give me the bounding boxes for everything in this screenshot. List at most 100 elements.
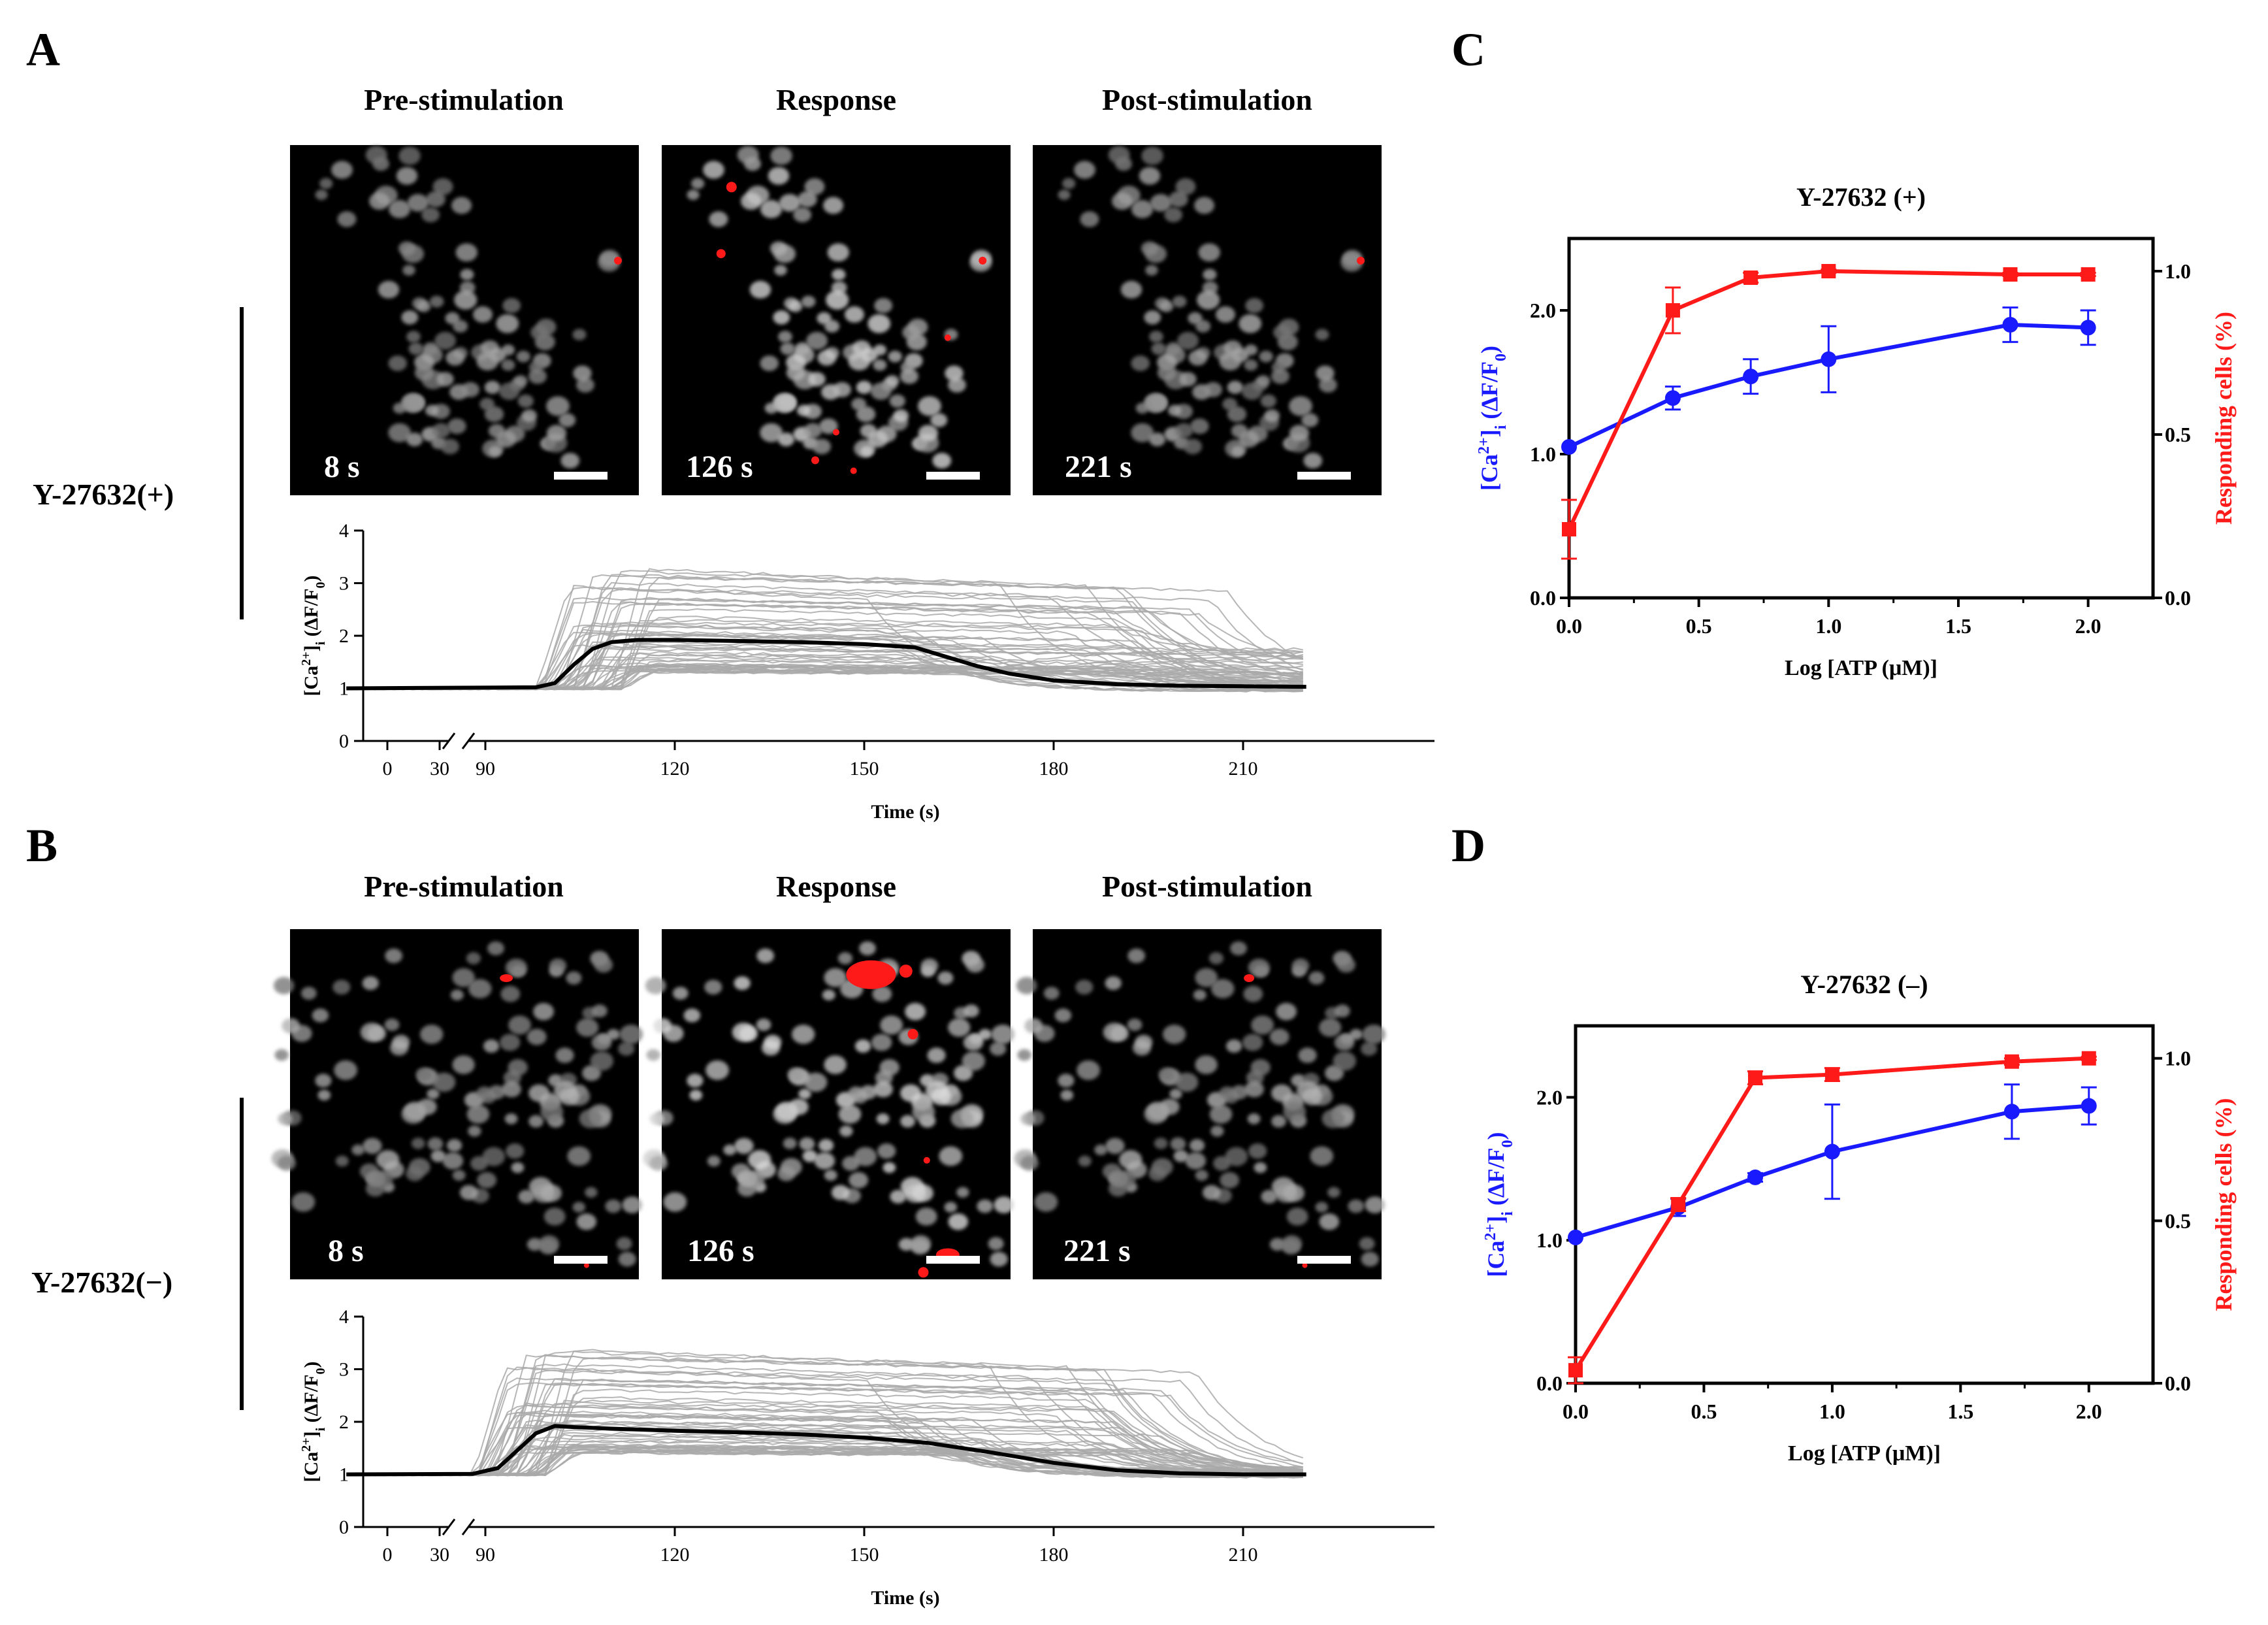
cell <box>396 167 418 185</box>
data-point-circle <box>2002 317 2018 333</box>
series-line-square <box>1567 269 2088 531</box>
cell <box>488 423 506 438</box>
cell <box>466 1104 490 1124</box>
cell <box>704 979 722 995</box>
cell <box>1058 1074 1075 1088</box>
cell <box>663 1192 687 1212</box>
cell <box>760 200 783 218</box>
red-spot <box>944 334 951 341</box>
cell <box>1159 301 1174 312</box>
cell <box>517 394 534 408</box>
scale-bar <box>1297 1256 1351 1264</box>
cell <box>1231 423 1248 438</box>
cell <box>653 1018 672 1034</box>
cell <box>1120 280 1142 299</box>
cell <box>591 1034 612 1051</box>
cell <box>775 1102 798 1121</box>
cell <box>832 269 846 281</box>
cell <box>824 968 847 987</box>
cell <box>687 1074 704 1088</box>
cell <box>773 310 790 325</box>
cell <box>1244 1081 1264 1098</box>
cell <box>1276 1002 1297 1021</box>
cell <box>1271 1084 1293 1102</box>
cell <box>483 1039 500 1053</box>
x-tick-label: 150 <box>850 758 879 780</box>
x-tick-label: 0 <box>383 758 393 780</box>
cell <box>1243 985 1263 1002</box>
cell <box>741 192 762 210</box>
cell <box>748 1150 771 1170</box>
cell <box>476 1086 493 1100</box>
cell <box>1269 1028 1289 1045</box>
cell <box>488 1085 506 1100</box>
data-point-circle <box>1561 439 1577 455</box>
cell <box>404 1102 427 1121</box>
cell <box>965 957 985 973</box>
cell <box>1020 1155 1039 1171</box>
cell <box>749 280 771 299</box>
cell <box>1172 295 1187 308</box>
time-label-pre: 8 s <box>328 1234 364 1268</box>
cell <box>1144 310 1161 325</box>
cell <box>455 243 478 262</box>
cell <box>1250 1059 1271 1076</box>
cell <box>1144 393 1167 413</box>
cell <box>1219 352 1242 370</box>
cell <box>417 301 431 312</box>
cell <box>376 1150 400 1170</box>
scale-bar <box>1297 472 1351 480</box>
cell <box>1139 167 1161 185</box>
y-tick-label: 4 <box>339 520 349 542</box>
cell <box>1242 1034 1263 1051</box>
cell <box>798 191 817 208</box>
y-right-tick-label: 1.0 <box>2165 259 2191 283</box>
cell <box>802 1150 818 1162</box>
individual-trace <box>346 1382 1304 1477</box>
cell <box>1016 977 1037 994</box>
cell <box>723 1144 737 1156</box>
cell <box>487 941 504 956</box>
mean-trace <box>346 638 1306 691</box>
scale-bar <box>926 1256 980 1264</box>
cell <box>822 989 835 1001</box>
scale-bar <box>554 472 608 480</box>
cell <box>546 425 567 442</box>
cell <box>278 1113 293 1125</box>
cell <box>851 397 867 411</box>
cell <box>1359 1237 1375 1251</box>
cell <box>365 146 387 164</box>
cell <box>539 1235 560 1253</box>
red-spot <box>583 1262 589 1268</box>
cell <box>898 1238 915 1251</box>
cell <box>518 1190 535 1204</box>
cell <box>559 413 576 427</box>
cell <box>1185 1152 1207 1170</box>
cell <box>689 1089 703 1101</box>
panel-letter-b: B <box>26 819 57 872</box>
cell <box>567 1146 591 1166</box>
cell <box>672 987 688 1000</box>
cell <box>445 312 460 325</box>
data-point-circle <box>1821 351 1837 367</box>
cell <box>872 985 892 1002</box>
y-right-tick-label: 0.5 <box>2165 1209 2191 1232</box>
red-spot <box>907 1028 918 1040</box>
cell <box>511 1162 525 1174</box>
data-point-square <box>1821 264 1836 278</box>
header-response: Response <box>776 83 896 116</box>
cell <box>528 1115 543 1128</box>
cell <box>1282 1235 1303 1253</box>
cell <box>334 1060 357 1080</box>
cell <box>1204 382 1222 397</box>
cell <box>1216 306 1235 323</box>
cell <box>432 178 453 195</box>
red-spot <box>918 1267 929 1278</box>
individual-trace <box>346 1413 1303 1477</box>
y-left-tick-label: 0.0 <box>1530 586 1556 610</box>
cell <box>877 1143 896 1159</box>
data-point-circle <box>1664 390 1681 406</box>
cell <box>848 352 871 370</box>
data-point-square <box>2004 1054 2019 1069</box>
cell <box>1034 1192 1058 1212</box>
